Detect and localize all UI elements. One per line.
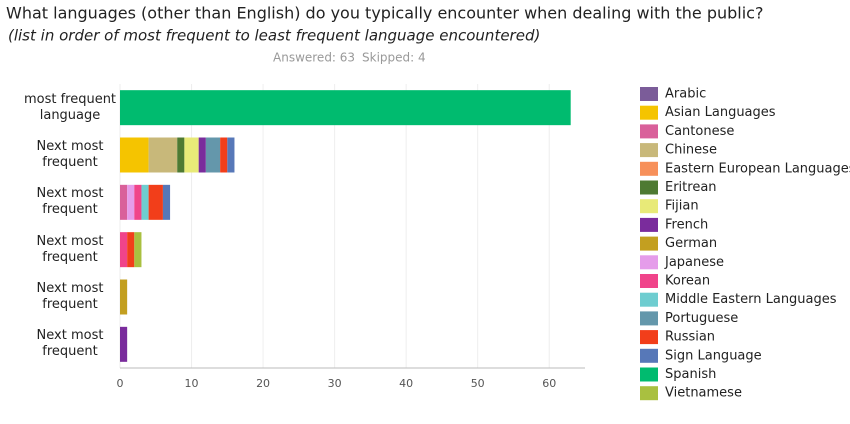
bar-segment (198, 137, 206, 173)
bar-segment (127, 184, 135, 220)
legend-label: Asian Languages (665, 105, 776, 120)
legend-label: Cantonese (665, 124, 734, 139)
legend-swatch (640, 348, 658, 363)
bar-segment (120, 279, 128, 315)
bar-segment (227, 137, 235, 173)
answered-count: Answered: 63 (273, 51, 355, 65)
bar-segment (148, 137, 178, 173)
bar-segment (120, 137, 149, 173)
chart-title: What languages (other than English) do y… (6, 4, 763, 23)
bar-segment (120, 232, 128, 268)
legend-swatch (640, 386, 658, 401)
y-category-label: Next most frequent (36, 186, 104, 218)
legend-swatch (640, 311, 658, 326)
bar-segment (120, 90, 571, 126)
bar-segment (162, 184, 171, 220)
legend-swatch (640, 217, 658, 232)
legend-label: Korean (665, 274, 710, 289)
bar-segment (134, 232, 142, 268)
legend-label: Sign Language (665, 348, 762, 363)
legend-swatch (640, 143, 658, 158)
skipped-count: Skipped: 4 (362, 51, 426, 65)
x-tick-label: 60 (542, 377, 556, 390)
legend-swatch (640, 87, 658, 101)
legend-label: Chinese (665, 143, 717, 158)
legend-label: Spanish (665, 367, 716, 382)
x-tick-label: 30 (328, 377, 342, 390)
legend-swatch (640, 292, 658, 307)
legend-swatch (640, 367, 658, 382)
bar-segment (220, 137, 228, 173)
legend-label: Eritrean (665, 180, 717, 195)
bar-segment (184, 137, 199, 173)
legend-swatch (640, 105, 658, 120)
bar-segment (205, 137, 221, 173)
chart-subtitle: (list in order of most frequent to least… (8, 27, 540, 45)
legend-swatch (640, 274, 658, 288)
legend-label: Japanese (664, 255, 724, 270)
y-category-label: Next most frequent (36, 281, 104, 312)
legend-label: Middle Eastern Languages (665, 292, 837, 307)
y-category-label: Next most frequent (36, 328, 104, 360)
y-category-label: Next most frequent (36, 139, 104, 170)
legend-label: Fijian (665, 199, 699, 214)
x-tick-label: 40 (399, 377, 413, 390)
x-tick-label: 0 (117, 377, 124, 390)
legend-swatch (640, 124, 658, 139)
bar-segment (120, 184, 128, 220)
y-category-label: most frequent language (23, 91, 117, 123)
bar-segment (141, 184, 149, 220)
legend-swatch (640, 330, 658, 345)
x-tick-label: 10 (185, 377, 199, 390)
legend-swatch (640, 180, 658, 195)
legend-label: Eastern European Languages (665, 161, 850, 176)
legend-label: German (665, 236, 717, 251)
legend-swatch (640, 199, 658, 214)
y-category-label: Next most frequent (36, 233, 104, 265)
bar-segment (134, 184, 142, 220)
legend-swatch (640, 236, 658, 251)
legend-swatch (640, 161, 658, 176)
bar-segment (120, 326, 128, 362)
bar-segment (177, 137, 185, 173)
bar-segment (127, 232, 135, 268)
legend-label: Portuguese (665, 311, 738, 326)
bar-segment (148, 184, 163, 220)
legend-label: French (665, 217, 708, 232)
x-tick-label: 50 (471, 377, 485, 390)
legend-label: Vietnamese (665, 386, 742, 401)
legend-label: Russian (665, 330, 715, 345)
legend-label: Arabic (665, 87, 706, 102)
legend-swatch (640, 255, 658, 270)
x-tick-label: 20 (256, 377, 270, 390)
